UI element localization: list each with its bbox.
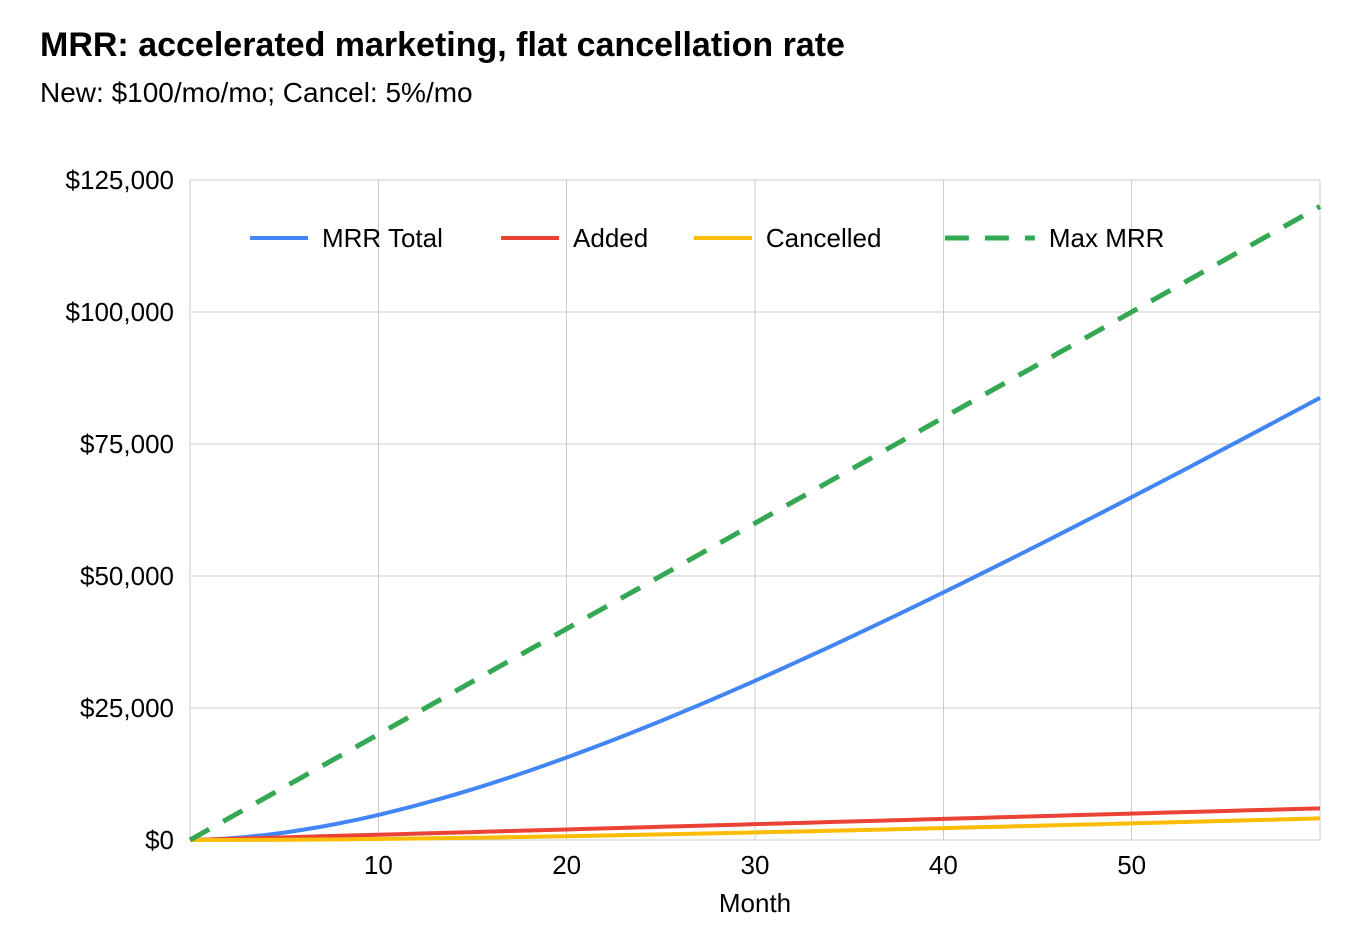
x-tick-label: 50 [1117, 850, 1146, 880]
legend-label: Max MRR [1049, 223, 1165, 253]
x-tick-label: 40 [929, 850, 958, 880]
legend-label: Cancelled [766, 223, 882, 253]
y-tick-label: $25,000 [80, 693, 174, 723]
legend-label: Added [573, 223, 648, 253]
x-axis-label: Month [719, 888, 791, 918]
chart-title: MRR: accelerated marketing, flat cancell… [40, 26, 845, 64]
chart-svg: MRR: accelerated marketing, flat cancell… [0, 0, 1352, 926]
mrr-chart: MRR: accelerated marketing, flat cancell… [0, 0, 1352, 926]
chart-subtitle: New: $100/mo/mo; Cancel: 5%/mo [40, 77, 473, 108]
legend-label: MRR Total [322, 223, 443, 253]
y-tick-label: $50,000 [80, 561, 174, 591]
legend: MRR Total Added Cancelled Max MRR [250, 223, 1164, 253]
x-tick-label: 30 [741, 850, 770, 880]
x-tick-label: 10 [364, 850, 393, 880]
y-tick-label: $100,000 [66, 297, 174, 327]
y-tick-label: $125,000 [66, 165, 174, 195]
y-tick-label: $75,000 [80, 429, 174, 459]
x-tick-label: 20 [552, 850, 581, 880]
y-tick-label: $0 [145, 825, 174, 855]
